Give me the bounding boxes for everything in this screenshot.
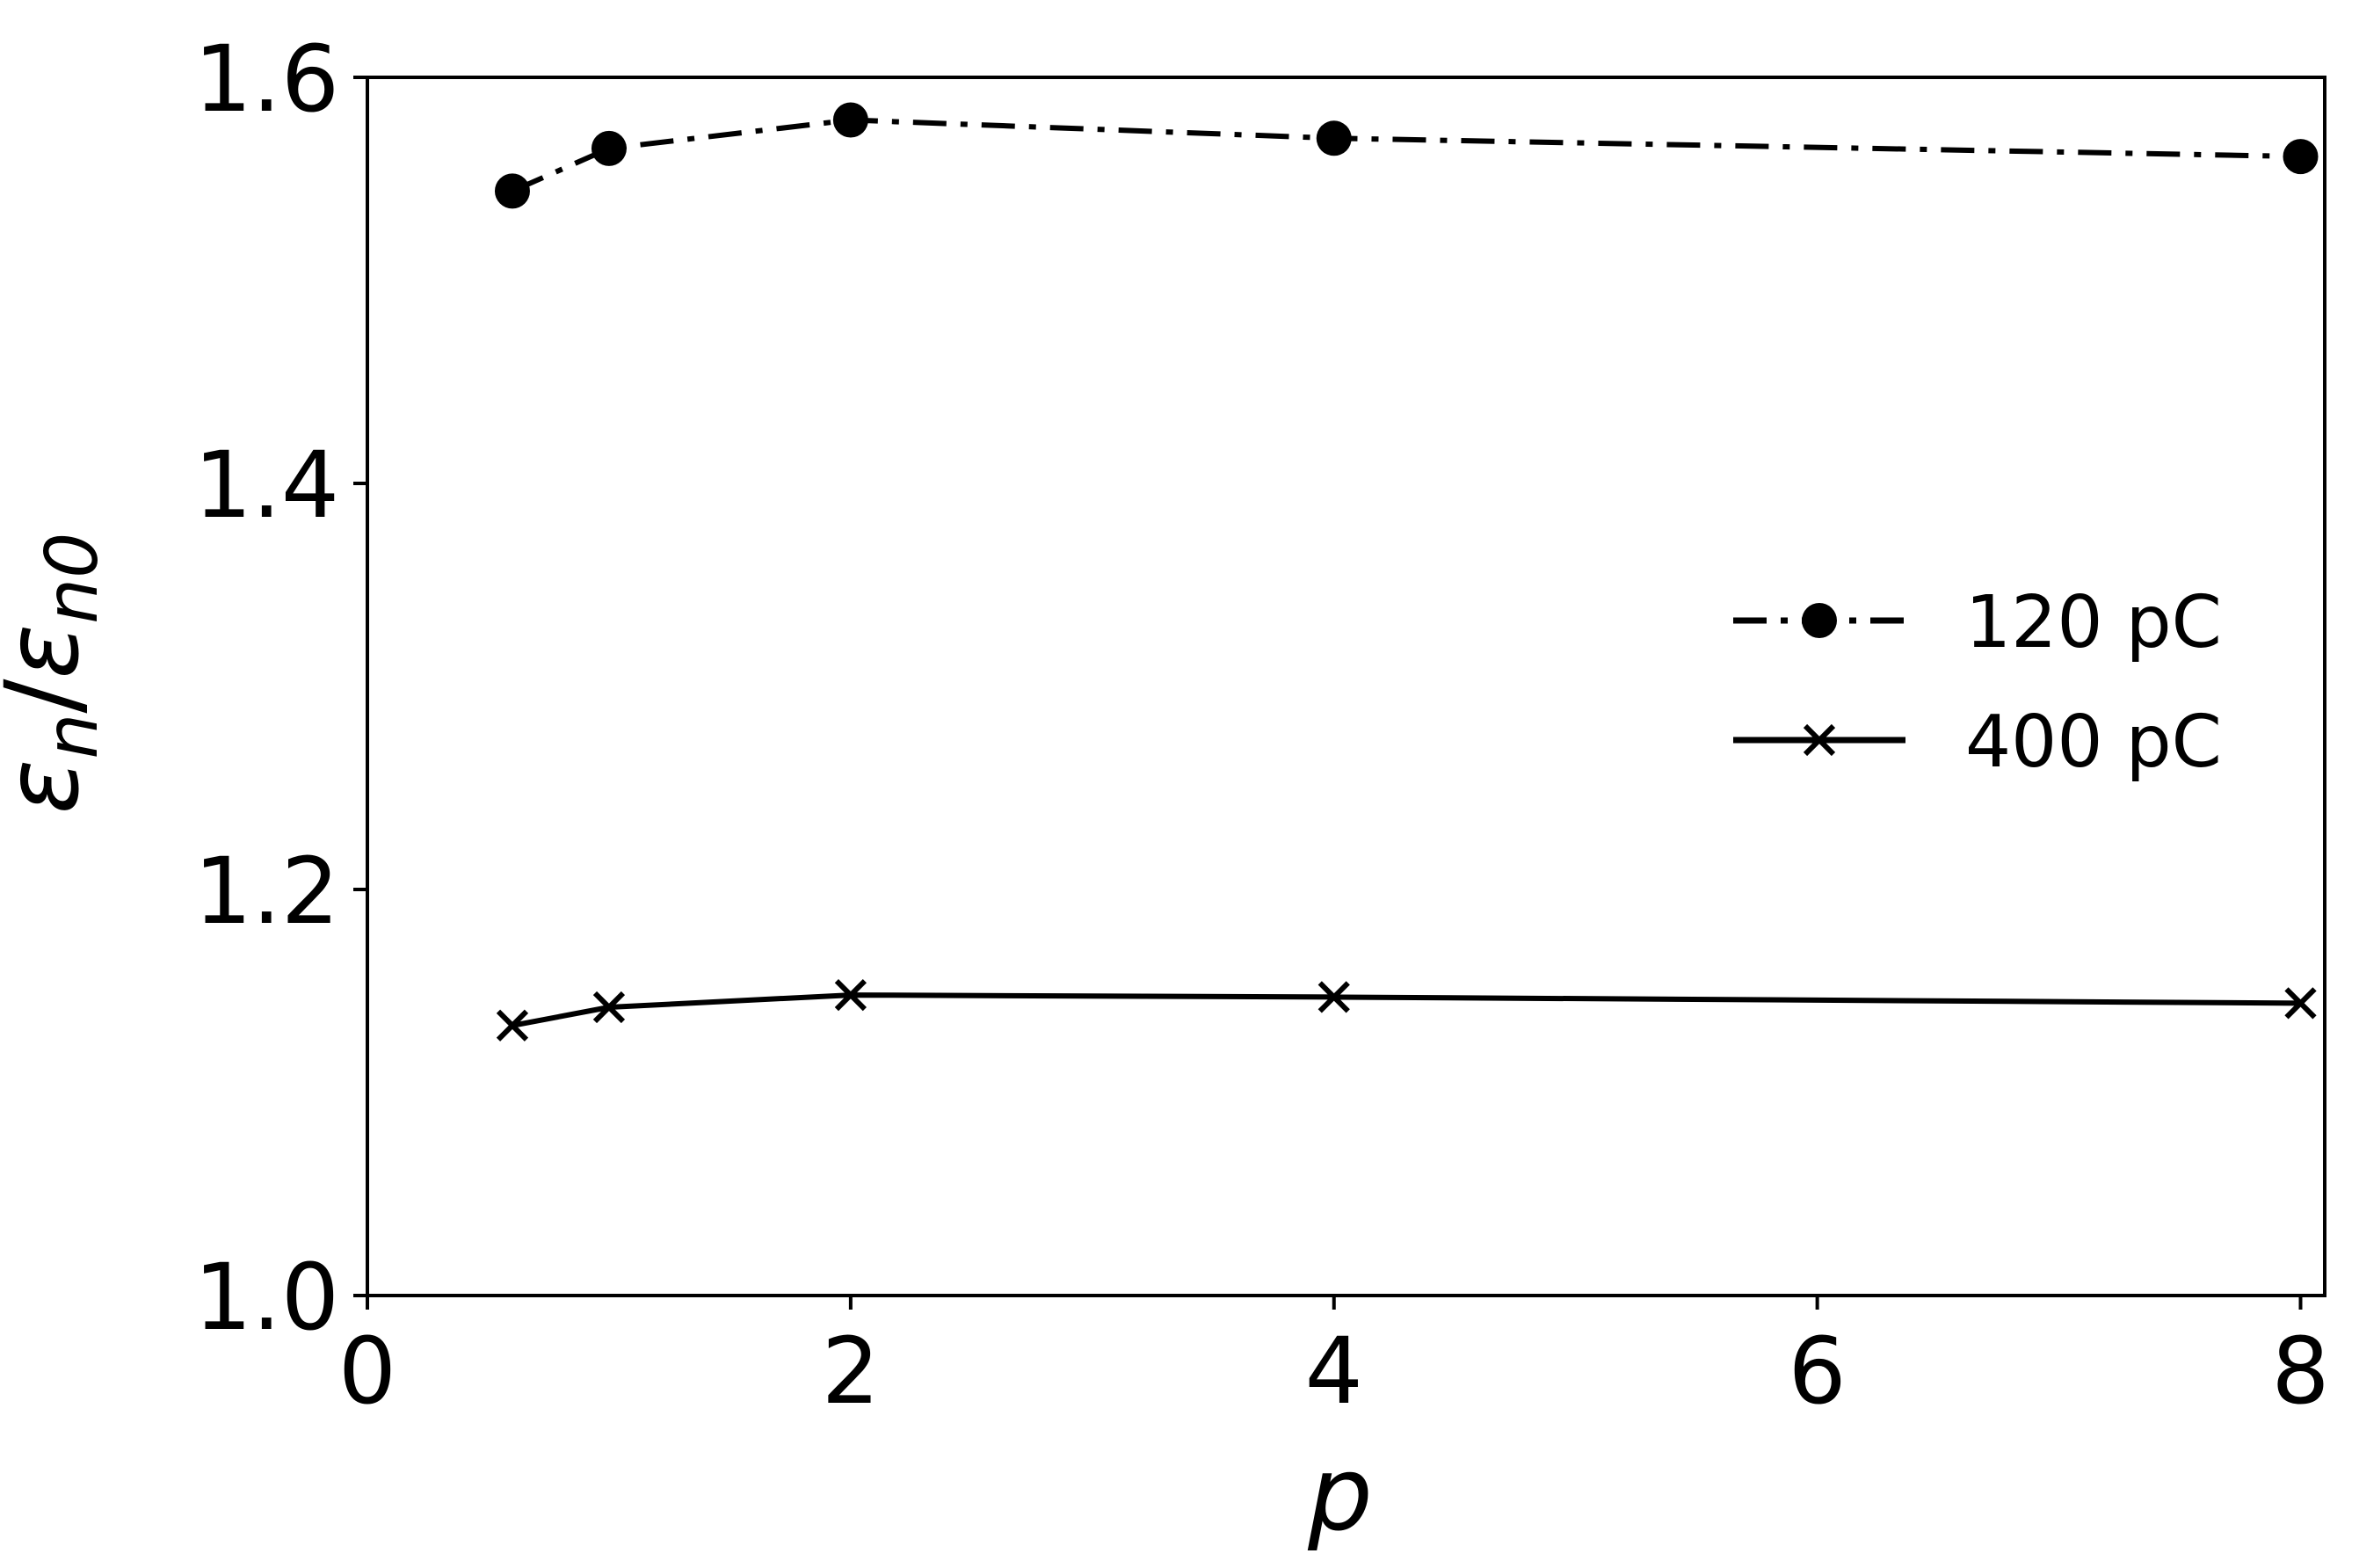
y-axis-label-epsilon-2: ε — [0, 624, 102, 679]
data-point-400pc — [834, 978, 867, 1012]
legend-label-120pc: 120 pC — [1965, 581, 2222, 664]
x-axis-label: p — [1307, 1435, 1373, 1554]
legend-marker-400pc — [1803, 723, 1836, 757]
plot-frame — [366, 76, 2326, 1297]
y-axis-label-slash: / — [0, 679, 102, 714]
x-tick-label: 6 — [1789, 1318, 1847, 1425]
data-point-120pc — [2283, 139, 2319, 175]
legend-label-400pc: 400 pC — [1965, 701, 2222, 784]
x-tick-label: 2 — [822, 1318, 880, 1425]
data-point-120pc — [591, 130, 627, 166]
legend: 120 pC 400 pC — [1733, 581, 2222, 784]
data-point-400pc — [2284, 987, 2317, 1020]
data-point-400pc — [1317, 981, 1350, 1013]
marker-layer — [494, 102, 2319, 1042]
y-tick-label: 1.2 — [194, 838, 339, 945]
y-axis-label: εn/εn0 — [0, 533, 114, 815]
y-axis-label-subscript-2: n0 — [31, 533, 114, 624]
y-tick-label: 1.4 — [194, 432, 339, 539]
y-tick-label: 1.6 — [194, 25, 339, 133]
data-point-400pc — [496, 1009, 529, 1042]
data-point-120pc — [494, 173, 530, 209]
legend-entry-400pc: 400 pC — [1733, 701, 2222, 784]
x-tick-label: 0 — [338, 1318, 396, 1425]
legend-marker-120pc — [1802, 603, 1837, 638]
x-tick-label: 4 — [1305, 1318, 1363, 1425]
data-point-400pc — [592, 991, 626, 1024]
x-tick-label: 8 — [2271, 1318, 2329, 1425]
y-tick-label: 1.0 — [194, 1244, 339, 1351]
legend-entry-120pc: 120 pC — [1733, 581, 2222, 664]
y-axis-ticks: 1.0 1.2 1.4 1.6 — [194, 25, 367, 1351]
x-axis-ticks: 0 2 4 6 8 — [338, 1296, 2330, 1425]
data-point-120pc — [1316, 120, 1352, 156]
data-point-120pc — [832, 102, 868, 138]
y-axis-label-subscript-1: n — [31, 714, 114, 759]
y-axis-label-epsilon-1: ε — [0, 759, 102, 815]
